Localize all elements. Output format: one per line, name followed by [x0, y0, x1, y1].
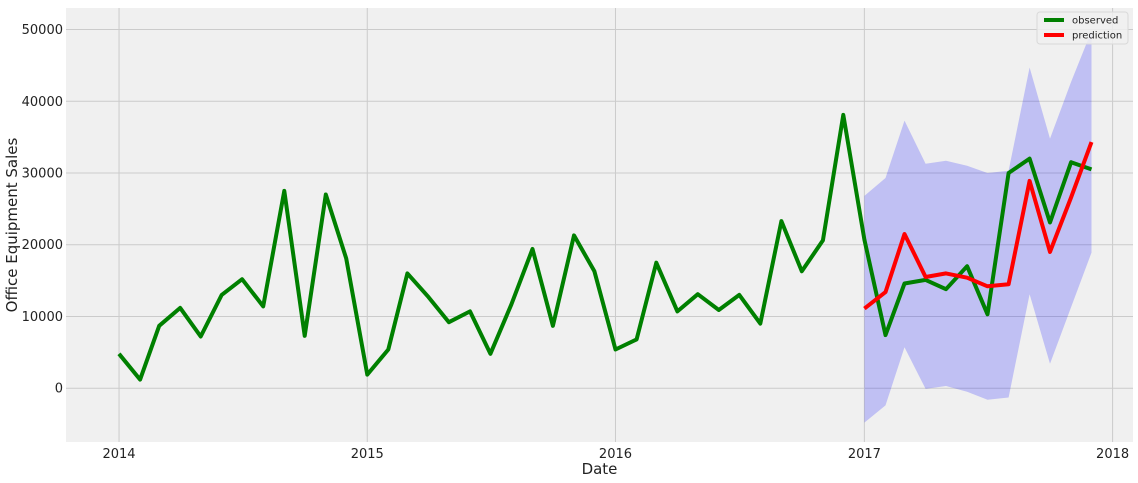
series-layer	[117, 112, 1094, 382]
tick-labels: 2014 2015 2016 2017 2018 0 10000 20000 30000 4000…	[22, 23, 1130, 462]
x-axis-label: Date	[582, 460, 618, 478]
x-tick-label: 2014	[102, 447, 135, 462]
series-line-prediction	[863, 141, 1094, 311]
x-tick-label: 2018	[1096, 447, 1129, 462]
legend: observed prediction	[1036, 11, 1129, 45]
gridlines	[66, 8, 1133, 442]
x-tick-label: 2017	[848, 447, 881, 462]
legend-label-prediction: prediction	[1072, 31, 1122, 42]
x-tick-label: 2016	[599, 447, 632, 462]
confidence-interval-band	[864, 31, 1092, 423]
y-tick-label: 0	[55, 382, 63, 397]
y-tick-label: 50000	[22, 23, 63, 38]
y-axis-label: Office Equipment Sales	[3, 137, 21, 312]
x-tick-label: 2015	[351, 447, 384, 462]
legend-label-observed: observed	[1072, 16, 1118, 27]
series-line-observed	[117, 112, 1093, 382]
y-tick-label: 30000	[22, 166, 63, 181]
confidence-band-layer	[864, 31, 1092, 423]
y-tick-label: 10000	[22, 310, 63, 325]
y-tick-label: 40000	[22, 95, 63, 110]
plot-background	[66, 8, 1133, 442]
y-tick-label: 20000	[22, 238, 63, 253]
